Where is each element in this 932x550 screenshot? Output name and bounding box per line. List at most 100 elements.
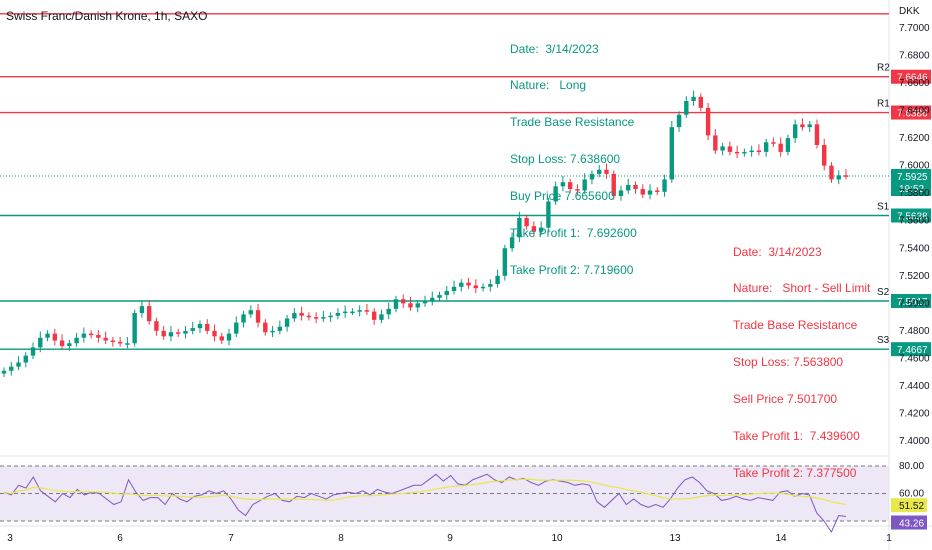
candle-body [444, 290, 449, 296]
candle-body [45, 333, 50, 338]
long-line-1: Date: 3/14/2023 [510, 41, 599, 56]
candle-body [488, 284, 493, 287]
candle-body [713, 135, 718, 151]
candle-body [226, 333, 232, 341]
candle-body [248, 310, 253, 315]
candle-body [263, 322, 268, 333]
candle-body [277, 326, 283, 331]
candle-body [328, 315, 333, 318]
long-line-2: Nature: Long [510, 78, 587, 93]
candle-body [785, 138, 791, 152]
candle-body [698, 96, 704, 108]
candle-body [611, 173, 616, 196]
candle-body [23, 355, 28, 363]
candle-body [212, 330, 217, 337]
x-tick-label: 14 [775, 533, 787, 544]
candle-body [466, 282, 471, 286]
y-tick-label: 7.5000 [899, 298, 930, 309]
level-price-tag [891, 69, 931, 84]
candle-body [161, 330, 166, 337]
candle-body [437, 295, 442, 298]
candles-group [1, 90, 849, 377]
y-tick-label: 7.5200 [899, 271, 930, 282]
candle-body [662, 179, 667, 192]
candle-body [401, 299, 406, 304]
rsi-ma-line [3, 478, 847, 506]
level-name: S1 [877, 202, 890, 213]
candle-body [618, 190, 624, 196]
candle-body [88, 333, 94, 336]
countdown-text: 19:52 [899, 184, 924, 195]
y-tick-label: 7.6400 [899, 106, 930, 117]
currency-label: DKK [899, 6, 920, 17]
candle-body [553, 186, 558, 202]
candle-body [219, 336, 224, 341]
last-price-tag [891, 168, 931, 196]
candle-body [451, 286, 457, 291]
chart-title: Swiss Franc/Danish Krone, 1h, SAXO [6, 9, 208, 23]
candle-body [154, 321, 159, 331]
candle-body [655, 190, 660, 192]
candle-body [371, 311, 377, 320]
level-price-text: 7.6646 [897, 73, 928, 84]
y-tick-label: 7.5400 [899, 243, 930, 254]
candle-body [132, 312, 137, 344]
level-price-text: 7.4667 [897, 345, 928, 356]
candle-body [771, 142, 776, 144]
candle-body [524, 217, 529, 227]
long-trade-annotation: Date: 3/14/2023 Nature: Long Trade Base … [510, 18, 637, 301]
short-line-5: Sell Price 7.501700 [733, 392, 838, 407]
candle-body [538, 227, 544, 232]
short-line-1: Date: 3/14/2023 [733, 244, 822, 259]
candle-body [176, 332, 181, 334]
levels-group: R2 7.6646 R1 7.6386 S1 7.5638 S2 7.5017 S3 7.4667… [0, 13, 931, 357]
candle-body [604, 169, 609, 174]
candle-body [676, 114, 682, 128]
candle-body [502, 248, 508, 276]
candle-body [190, 328, 195, 331]
candle-body [96, 334, 101, 338]
candle-body [778, 143, 783, 152]
level-name: S2 [877, 287, 890, 298]
candle-body [705, 107, 711, 136]
long-line-3: Trade Base Resistance [510, 115, 635, 130]
level-price-tag [891, 293, 931, 308]
rsi-value: 43.26 [899, 519, 924, 530]
candle-body [299, 312, 304, 316]
candle-body [110, 340, 116, 343]
level-price-tag [891, 342, 931, 357]
candle-body [67, 343, 72, 347]
x-tick-label: 9 [447, 533, 453, 544]
y-tick-label: 7.5600 [899, 216, 930, 227]
candle-body [763, 142, 769, 152]
rsi-level-label: 80.00 [899, 461, 924, 472]
short-line-3: Trade Base Resistance [733, 318, 858, 333]
y-tick-label: 7.5800 [899, 188, 930, 199]
x-tick-label: 13 [669, 533, 681, 544]
long-line-7: Take Profit 2: 7.719600 [510, 262, 634, 277]
candle-body [350, 311, 355, 314]
last-price-text: 7.5925 [897, 172, 928, 183]
candle-body [422, 300, 428, 304]
level-name: R2 [877, 63, 890, 74]
rsi-line [3, 473, 847, 534]
candle-body [589, 173, 595, 180]
candle-body [386, 308, 391, 315]
candle-body [814, 124, 820, 146]
candle-body [597, 169, 602, 174]
candle-body [270, 330, 275, 333]
candle-body [582, 179, 587, 191]
candle-body [459, 282, 464, 287]
candle-body [792, 124, 798, 139]
candle-body [197, 323, 203, 329]
candle-body [306, 315, 312, 318]
candle-body [103, 337, 108, 341]
candle-body [727, 146, 733, 152]
y-tick-label: 7.6000 [899, 161, 930, 172]
candle-body [756, 150, 762, 153]
y-tick-label: 7.6200 [899, 133, 930, 144]
candle-body [379, 314, 384, 320]
level-name: R1 [877, 99, 890, 110]
